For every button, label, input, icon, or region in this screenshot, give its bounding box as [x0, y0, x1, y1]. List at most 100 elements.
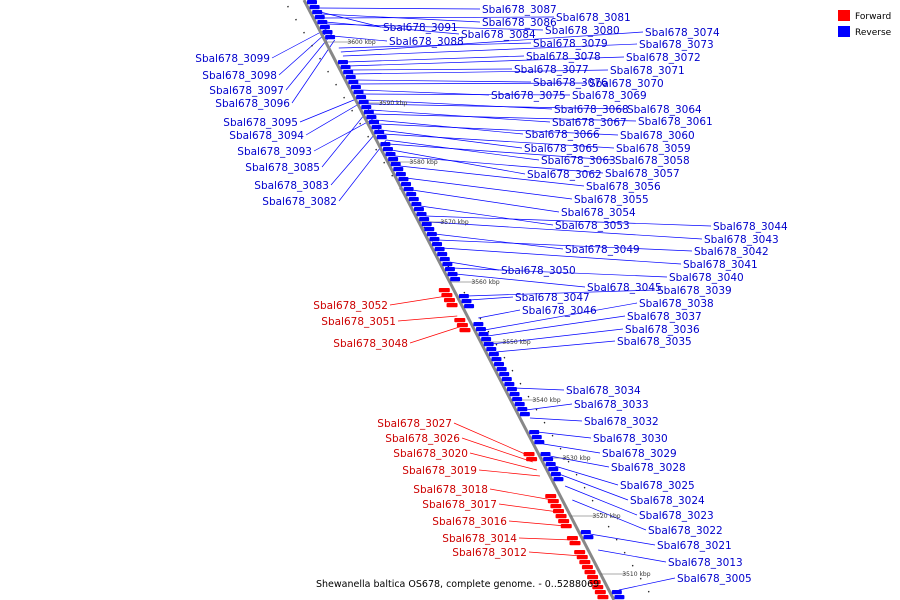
- gene-feature-reverse: [307, 0, 317, 5]
- gene-feature-reverse: [499, 372, 510, 377]
- gene-feature-reverse: [317, 20, 328, 25]
- gene-feature-reverse: [439, 257, 450, 262]
- gene-feature-forward: [569, 541, 581, 546]
- gene-feature-forward: [594, 590, 606, 595]
- gene-feature-reverse: [611, 590, 622, 595]
- label-connector: [618, 577, 676, 591]
- label-connectors: [271, 7, 712, 591]
- gene-label: Sbal678_3019: [402, 465, 477, 477]
- legend: Forward Reverse: [838, 10, 892, 38]
- gene-feature-forward: [446, 303, 458, 308]
- gene-label: Sbal678_3040: [669, 272, 744, 284]
- legend-label-reverse: Reverse: [855, 28, 892, 38]
- gene-label: Sbal678_3058: [615, 155, 690, 167]
- track-dot: [327, 70, 329, 73]
- gene-feature-reverse: [314, 15, 325, 20]
- gene-label: Sbal678_3073: [639, 39, 714, 51]
- scale-tick-label: 3570 kbp: [440, 219, 468, 226]
- track-dot: [599, 512, 602, 515]
- gene-feature-reverse: [348, 80, 359, 85]
- gene-label: Sbal678_3055: [574, 194, 649, 206]
- label-connector: [478, 469, 540, 477]
- gene-feature-forward: [547, 499, 559, 504]
- gene-feature-reverse: [478, 332, 489, 337]
- gene-feature-reverse: [432, 242, 443, 247]
- track-dot: [583, 486, 586, 489]
- gene-feature-reverse: [319, 25, 330, 30]
- gene-label: Sbal678_3099: [195, 53, 270, 65]
- gene-feature-reverse: [504, 382, 515, 387]
- gene-label: Sbal678_3032: [584, 416, 659, 428]
- gene-label: Sbal678_3078: [526, 51, 601, 63]
- label-connector: [518, 537, 574, 541]
- label-connector: [468, 296, 514, 301]
- gene-feature-reverse: [512, 397, 523, 402]
- track-dot: [295, 18, 297, 21]
- track-dot: [559, 447, 562, 450]
- gene-feature-reverse: [343, 70, 354, 75]
- gene-feature-reverse: [519, 412, 530, 417]
- gene-feature-reverse: [444, 267, 455, 272]
- scale-tick-label: 3510 kbp: [622, 571, 650, 578]
- label-connector: [449, 261, 500, 271]
- label-connector: [340, 31, 644, 53]
- track-dot: [503, 356, 506, 359]
- label-connector: [278, 29, 330, 76]
- gene-feature-reverse: [338, 60, 348, 65]
- gene-label: Sbal678_3096: [215, 98, 290, 110]
- label-connector: [425, 215, 712, 227]
- gene-feature-reverse: [514, 402, 525, 407]
- label-connector: [305, 99, 366, 136]
- gene-feature-reverse: [380, 142, 391, 147]
- gene-feature-reverse: [411, 202, 422, 207]
- gene-label: Sbal678_3061: [638, 116, 713, 128]
- gene-label: Sbal678_3018: [413, 484, 488, 496]
- gene-feature-reverse: [517, 407, 528, 412]
- track-dot: [391, 174, 394, 177]
- gene-feature-forward: [574, 550, 586, 555]
- gene-feature-reverse: [421, 222, 432, 227]
- gene-feature-reverse: [371, 125, 382, 130]
- label-connector: [491, 328, 624, 345]
- gene-feature-reverse: [494, 362, 505, 367]
- gene-label: Sbal678_3060: [620, 130, 695, 142]
- label-connector: [389, 295, 447, 306]
- gene-feature-reverse: [583, 535, 594, 540]
- label-connector: [332, 35, 388, 42]
- label-connector: [386, 139, 540, 161]
- label-connector: [564, 485, 638, 516]
- gene-label: Sbal678_3083: [254, 180, 329, 192]
- track-dot: [287, 5, 289, 8]
- track-dot: [303, 31, 305, 34]
- label-connector: [326, 23, 544, 31]
- gene-label: Sbal678_3048: [333, 338, 408, 350]
- gene-label: Sbal678_3088: [389, 36, 464, 48]
- gene-feature-forward: [558, 519, 570, 524]
- gene-label: Sbal678_3046: [522, 305, 597, 317]
- genome-backbone: [302, 0, 616, 600]
- gene-feature-reverse: [403, 187, 414, 192]
- label-connector: [558, 473, 629, 501]
- gene-feature-reverse: [550, 472, 561, 477]
- gene-features: [307, 0, 625, 600]
- label-connector: [589, 533, 656, 546]
- label-connector: [598, 549, 667, 563]
- gene-label: Sbal678_3012: [452, 547, 527, 559]
- gene-label: Sbal678_3027: [377, 418, 452, 430]
- scale-tick-label: 3520 kbp: [592, 513, 620, 520]
- track-dot: [623, 551, 626, 554]
- track-dot: [543, 421, 546, 424]
- label-connector: [350, 68, 513, 71]
- label-connector: [357, 82, 588, 85]
- gene-label: Sbal678_3057: [605, 168, 680, 180]
- gene-feature-forward: [560, 524, 572, 529]
- track-dot: [527, 395, 530, 398]
- gene-feature-reverse: [488, 352, 499, 357]
- gene-label: Sbal678_3056: [586, 181, 661, 193]
- label-connector: [529, 417, 583, 422]
- gene-label: Sbal678_3035: [617, 336, 692, 348]
- gene-feature-reverse: [509, 392, 520, 397]
- gene-label: Sbal678_3095: [223, 117, 298, 129]
- gene-feature-reverse: [395, 172, 406, 177]
